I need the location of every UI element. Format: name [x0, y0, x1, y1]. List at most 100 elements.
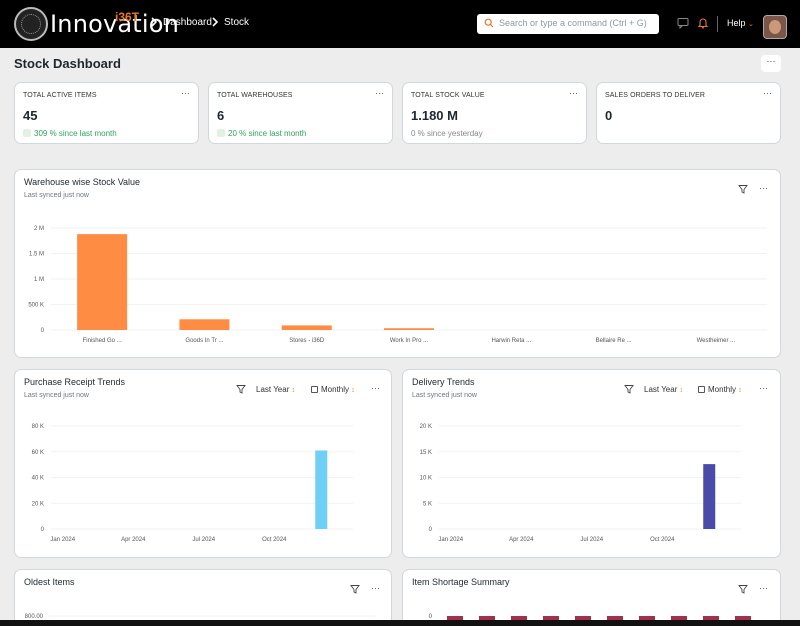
card-more-button[interactable]: ···: [569, 88, 578, 98]
number-card-stat: 0 % since yesterday: [411, 129, 483, 138]
bar: [703, 616, 719, 620]
bar: [384, 328, 434, 330]
item-shortage-plot: 0: [429, 614, 751, 624]
filter-icon[interactable]: [738, 184, 748, 194]
oldest-items-plot: 800.00: [25, 614, 375, 620]
number-card-total-active-items[interactable]: TOTAL ACTIVE ITEMS ··· 45 309 % since la…: [14, 82, 199, 144]
number-card-stat: 20 % since last month: [217, 129, 306, 138]
y-tick-label: 0: [41, 527, 45, 533]
number-card-title: TOTAL ACTIVE ITEMS: [23, 92, 97, 99]
x-tick-label: Jan 2024: [50, 537, 75, 543]
y-tick-label: 800.00: [25, 614, 44, 620]
calendar-icon: [698, 386, 705, 393]
trend-up-icon: [23, 129, 31, 137]
bar: [77, 234, 128, 330]
interval-select[interactable]: Monthly ↕: [698, 385, 742, 394]
notification-bell-icon[interactable]: [697, 17, 709, 29]
y-tick-label: 40 K: [32, 476, 44, 482]
card-more-button[interactable]: ···: [181, 88, 190, 98]
nav-separator: [717, 16, 718, 32]
x-tick-label: Jul 2024: [192, 537, 215, 543]
chat-icon[interactable]: [677, 17, 689, 29]
number-card-sales-orders-to-deliver[interactable]: SALES ORDERS TO DELIVER ··· 0: [596, 82, 781, 144]
search-placeholder: Search or type a command (Ctrl + G): [499, 18, 647, 28]
x-tick-label: Harwin Reta ...: [491, 338, 531, 344]
avatar[interactable]: [763, 15, 787, 39]
purchase-receipt-trends-chart: Purchase Receipt Trends Last synced just…: [14, 369, 392, 558]
breadcrumb-stock[interactable]: Stock: [224, 17, 250, 28]
search-input[interactable]: Search or type a command (Ctrl + G): [477, 14, 659, 34]
date-range-select[interactable]: Last Year ↕: [256, 385, 296, 394]
delivery-chart-plot: 0 5 K 10 K 15 K 20 K Jan 2024 Apr 2024 Jul 2024…: [420, 424, 741, 543]
chart-title: Oldest Items: [24, 577, 75, 587]
number-card-value: 1.180 M: [411, 108, 458, 123]
page-title: Stock Dashboard: [14, 56, 121, 71]
x-tick-label: Oct 2024: [262, 537, 287, 543]
number-card-title: TOTAL WAREHOUSES: [217, 92, 293, 99]
chart-more-button[interactable]: ···: [759, 383, 768, 393]
x-tick-label: Bellaire Re ...: [596, 338, 632, 344]
number-card-value: 45: [23, 108, 38, 123]
search-icon: [484, 18, 494, 28]
brand-logo[interactable]: Innovation: [50, 10, 180, 38]
chart-more-button[interactable]: ···: [759, 183, 768, 193]
number-card-stat: 309 % since last month: [23, 129, 117, 138]
chart-more-button[interactable]: ···: [371, 383, 380, 393]
interval-select[interactable]: Monthly ↕: [311, 385, 355, 394]
bottom-band: [0, 620, 800, 626]
y-tick-label: 60 K: [32, 450, 44, 456]
bar: [315, 450, 328, 529]
y-tick-label: 80 K: [32, 424, 44, 430]
x-tick-label: Oct 2024: [650, 537, 675, 543]
y-tick-label: 2 M: [34, 226, 44, 232]
company-seal-logo[interactable]: [14, 7, 48, 41]
x-tick-label: Work In Pro ...: [390, 338, 429, 344]
y-tick-label: 0: [429, 614, 433, 620]
delivery-trends-chart: Delivery Trends Last synced just now Las…: [402, 369, 781, 558]
brand-sup: i36T: [115, 10, 140, 24]
date-range-select[interactable]: Last Year ↕: [644, 385, 684, 394]
warehouse-chart-plot: 0 500 K 1 M 1.5 M 2 M Finished Go ... Goods In…: [28, 226, 767, 344]
chart-more-button[interactable]: ···: [371, 583, 380, 593]
y-tick-label: 0: [41, 328, 45, 334]
filter-icon[interactable]: [236, 384, 246, 394]
number-card-value: 0: [605, 108, 613, 123]
y-tick-label: 1.5 M: [29, 252, 44, 258]
filter-icon[interactable]: [738, 584, 748, 594]
bar: [281, 325, 332, 330]
chart-last-synced: Last synced just now: [412, 392, 477, 399]
filter-icon[interactable]: [624, 384, 634, 394]
bar: [703, 464, 716, 529]
number-card-total-stock-value[interactable]: TOTAL STOCK VALUE ··· 1.180 M 0 % since …: [402, 82, 587, 144]
y-tick-label: 20 K: [420, 424, 432, 430]
help-menu[interactable]: Help ⌄: [727, 18, 754, 28]
chart-title: Delivery Trends: [412, 377, 475, 387]
x-tick-label: Jan 2024: [438, 537, 463, 543]
x-tick-label: Finished Go ...: [83, 338, 122, 344]
x-tick-label: Stores - i36D: [289, 338, 325, 344]
filter-icon[interactable]: [350, 584, 360, 594]
y-tick-label: 1 M: [34, 277, 44, 283]
card-more-button[interactable]: ···: [375, 88, 384, 98]
calendar-icon: [311, 386, 318, 393]
y-tick-label: 15 K: [420, 450, 432, 456]
number-card-total-warehouses[interactable]: TOTAL WAREHOUSES ··· 6 20 % since last m…: [208, 82, 393, 144]
chevron-down-icon: ⌄: [748, 21, 754, 28]
x-tick-label: Westheimer ...: [697, 338, 736, 344]
number-card-title: SALES ORDERS TO DELIVER: [605, 92, 706, 99]
x-tick-label: Goods In Tr ...: [185, 338, 223, 344]
x-tick-label: Apr 2024: [121, 537, 146, 543]
y-tick-label: 5 K: [423, 501, 432, 507]
y-tick-label: 0: [429, 527, 433, 533]
chart-more-button[interactable]: ···: [759, 583, 768, 593]
chart-title: Warehouse wise Stock Value: [24, 177, 141, 187]
oldest-items-chart: Oldest Items ··· 800.00: [14, 569, 392, 626]
page-more-button[interactable]: ···: [761, 55, 781, 72]
x-tick-label: Jul 2024: [580, 537, 603, 543]
warehouse-stock-value-chart: Warehouse wise Stock Value Last synced j…: [14, 169, 781, 358]
bar: [179, 319, 230, 330]
bar: [735, 616, 751, 620]
x-tick-label: Apr 2024: [509, 537, 534, 543]
breadcrumb-dashboard[interactable]: Dashboard: [163, 17, 212, 28]
card-more-button[interactable]: ···: [763, 88, 772, 98]
